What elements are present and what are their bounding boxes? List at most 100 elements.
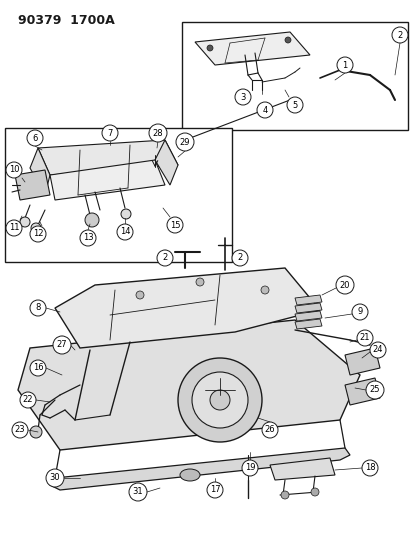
Polygon shape [344,348,379,375]
Circle shape [256,102,272,118]
Circle shape [284,37,290,43]
Circle shape [209,390,230,410]
Circle shape [53,336,71,354]
Circle shape [176,133,194,151]
Circle shape [335,276,353,294]
Text: 90379  1700A: 90379 1700A [18,14,114,27]
Text: 14: 14 [119,228,130,237]
Circle shape [30,426,42,438]
Circle shape [102,125,118,141]
Polygon shape [50,160,165,200]
Polygon shape [15,170,50,200]
Circle shape [46,469,64,487]
Text: 7: 7 [107,128,112,138]
Polygon shape [18,320,359,450]
Circle shape [365,381,383,399]
Circle shape [85,213,99,227]
Circle shape [20,392,36,408]
Circle shape [391,27,407,43]
Circle shape [149,124,166,142]
Circle shape [243,464,252,472]
Text: 10: 10 [9,166,19,174]
Circle shape [192,372,247,428]
Circle shape [356,330,372,346]
Text: 13: 13 [83,233,93,243]
Circle shape [206,45,212,51]
Text: 16: 16 [33,364,43,373]
Circle shape [280,491,288,499]
Text: 20: 20 [339,280,349,289]
Text: 17: 17 [209,486,220,495]
Circle shape [178,358,261,442]
Circle shape [12,422,28,438]
Polygon shape [294,295,321,305]
Circle shape [129,483,147,501]
Circle shape [261,422,277,438]
Polygon shape [38,140,178,175]
Text: 31: 31 [133,488,143,497]
Circle shape [30,360,46,376]
Polygon shape [154,140,178,185]
Text: 2: 2 [237,254,242,262]
Text: 26: 26 [264,425,275,434]
Polygon shape [30,148,50,195]
Text: 29: 29 [179,138,190,147]
Text: 2: 2 [396,30,402,39]
Circle shape [27,130,43,146]
Text: 27: 27 [57,341,67,350]
Text: 30: 30 [50,473,60,482]
Circle shape [30,226,46,242]
Circle shape [369,342,385,358]
Text: 4: 4 [262,106,267,115]
Circle shape [30,300,46,316]
Text: 3: 3 [240,93,245,101]
Bar [5,128,231,262]
Circle shape [80,230,96,246]
Text: 8: 8 [35,303,40,312]
Circle shape [231,250,247,266]
Circle shape [166,217,183,233]
Polygon shape [50,448,349,490]
Text: 22: 22 [23,395,33,405]
Circle shape [6,162,22,178]
Text: 23: 23 [14,425,25,434]
Text: 21: 21 [359,334,369,343]
Polygon shape [294,303,321,313]
Polygon shape [269,458,334,480]
Polygon shape [55,268,319,348]
Circle shape [351,304,367,320]
Text: 2: 2 [162,254,167,262]
Circle shape [107,127,113,133]
Circle shape [6,220,22,236]
Text: 1: 1 [342,61,347,69]
Bar [182,22,407,130]
Ellipse shape [180,469,199,481]
Circle shape [310,488,318,496]
Circle shape [286,97,302,113]
Text: 5: 5 [292,101,297,109]
Polygon shape [344,378,379,405]
Circle shape [195,278,204,286]
Polygon shape [195,32,309,65]
Text: 15: 15 [169,221,180,230]
Circle shape [20,217,30,227]
Circle shape [117,224,133,240]
Text: 9: 9 [356,308,362,317]
Polygon shape [294,319,321,329]
Circle shape [235,89,250,105]
Circle shape [361,460,377,476]
Circle shape [260,286,268,294]
Text: 24: 24 [372,345,382,354]
Circle shape [136,291,144,299]
Circle shape [206,482,223,498]
Circle shape [121,209,131,219]
Polygon shape [294,311,321,321]
Circle shape [242,460,257,476]
Text: 11: 11 [9,223,19,232]
Text: 6: 6 [32,133,38,142]
Text: 25: 25 [369,385,379,394]
Circle shape [31,223,41,233]
Text: 12: 12 [33,230,43,238]
Circle shape [336,57,352,73]
Text: 18: 18 [364,464,375,472]
